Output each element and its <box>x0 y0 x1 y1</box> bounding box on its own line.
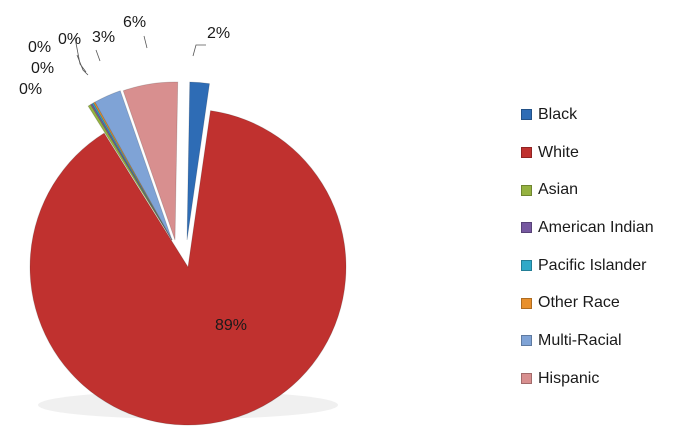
legend-label: Hispanic <box>538 369 600 387</box>
legend-label: Other Race <box>538 294 620 312</box>
legend-swatch <box>521 260 532 272</box>
pie-chart: 2%89%0%0%0%0%3%6% <box>19 14 347 426</box>
data-label-hispanic: 6% <box>123 14 146 31</box>
legend-label: Asian <box>538 181 579 199</box>
legend-swatch <box>521 222 532 234</box>
legend-label: Pacific Islander <box>538 256 647 274</box>
legend-swatch <box>521 297 532 309</box>
pie-slice-american-indian <box>90 103 173 241</box>
legend-item-pacific-islander: Pacific Islander <box>521 247 654 285</box>
legend-item-multi-racial: Multi-Racial <box>521 322 654 360</box>
legend-item-white: White <box>521 134 654 172</box>
legend-label: American Indian <box>538 218 654 236</box>
pie-slice-asian <box>87 103 173 241</box>
legend-swatch <box>521 184 532 196</box>
legend-label: Multi-Racial <box>538 331 622 349</box>
legend-item-hispanic: Hispanic <box>521 360 654 398</box>
pie-slice-hispanic <box>122 81 179 241</box>
leader-line <box>74 37 87 73</box>
data-label-black: 2% <box>207 25 230 42</box>
pie-slice-multi-racial <box>94 90 173 241</box>
pie-slice-pacific-islander <box>91 102 173 241</box>
legend-item-other-race: Other Race <box>521 284 654 322</box>
pie-slice-other-race <box>92 101 173 241</box>
pie-slice-black <box>186 81 210 241</box>
data-label-multi-racial: 3% <box>92 29 115 46</box>
leader-line <box>95 49 101 62</box>
legend-swatch <box>521 335 532 347</box>
legend-item-american-indian: American Indian <box>521 209 654 247</box>
legend-swatch <box>521 109 532 121</box>
legend-item-asian: Asian <box>521 171 654 209</box>
legend-label: White <box>538 143 579 161</box>
legend-label: Black <box>538 105 578 123</box>
data-label-white: 89% <box>215 317 247 334</box>
pie-slice-white <box>29 110 347 426</box>
legend-swatch <box>521 373 532 385</box>
leader-line <box>192 44 206 57</box>
data-label-asian: 0% <box>19 81 42 98</box>
legend: Black White Asian American Indian Pacifi… <box>521 96 654 398</box>
data-label-pacific-islander: 0% <box>58 31 81 48</box>
legend-swatch <box>521 147 532 159</box>
legend-item-black: Black <box>521 96 654 134</box>
data-label-other-race: 0% <box>28 39 51 56</box>
data-label-american-indian: 0% <box>31 60 54 77</box>
leader-line <box>143 35 148 49</box>
